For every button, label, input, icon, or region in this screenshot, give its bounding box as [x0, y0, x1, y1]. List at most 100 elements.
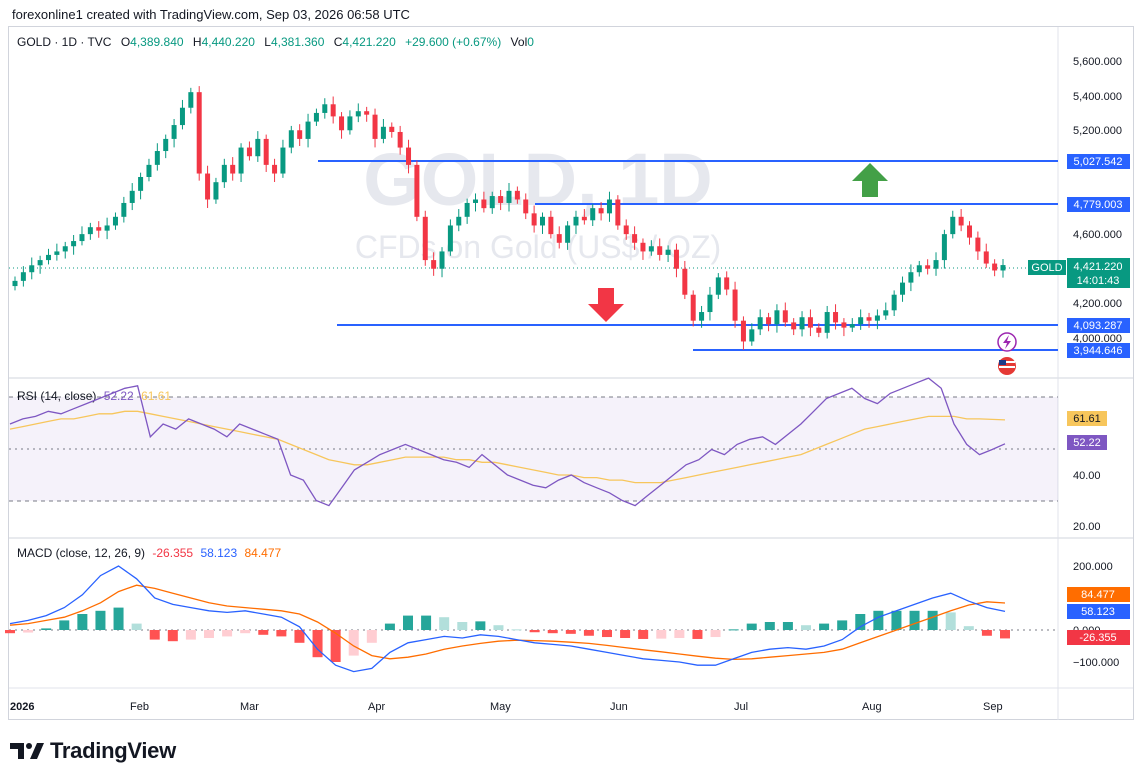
- candle-body: [20, 272, 26, 281]
- macd-histogram-bar: [348, 630, 359, 656]
- candle-body: [447, 225, 453, 252]
- candle-body: [648, 246, 654, 252]
- candle-body: [707, 294, 713, 313]
- price-tick: 5,200.000: [1073, 125, 1122, 137]
- macd-histogram-bar: [873, 610, 884, 630]
- candle-body: [925, 265, 931, 269]
- candle-body: [858, 317, 864, 325]
- candle-body: [983, 251, 989, 264]
- level-tag-3: [1067, 318, 1130, 333]
- green-up-arrow-icon: [852, 163, 888, 197]
- macd-legend-hist: -26.355: [152, 546, 193, 560]
- candle-body: [129, 190, 135, 203]
- time-axis[interactable]: 2026 Feb Mar Apr May Jun Jul Aug Sep: [10, 701, 1003, 713]
- candle-body: [330, 104, 336, 117]
- rsi-tag-text: 52.22: [1073, 437, 1101, 449]
- candle-body: [523, 199, 529, 214]
- price-axis[interactable]: 5,600.000 5,400.000 5,200.000 4,600.000 …: [1073, 56, 1122, 345]
- time-tick: Jun: [610, 701, 628, 713]
- candle-body: [732, 289, 738, 321]
- ohlc-legend: GOLD · 1D · TVC O4,389.840 H4,440.220 L4…: [17, 35, 534, 49]
- candle-body: [874, 315, 880, 321]
- candle-body: [916, 265, 922, 273]
- candle-body: [45, 254, 51, 261]
- horizontal-levels[interactable]: [318, 160, 1058, 351]
- candle-body: [673, 249, 679, 269]
- candle-body: [112, 216, 118, 226]
- macd-hist-tag: [1067, 630, 1130, 645]
- level-tag-2-text: 4,779.003: [1074, 199, 1123, 211]
- legend-close-label: C: [334, 35, 343, 49]
- candle-body: [414, 164, 420, 217]
- macd-histogram-bar: [204, 630, 214, 638]
- macd-histogram-bar: [185, 630, 196, 640]
- candle-body: [866, 317, 872, 321]
- candle-body: [665, 249, 671, 255]
- legend-open: 4,389.840: [130, 35, 184, 49]
- red-down-arrow-icon: [588, 288, 624, 322]
- candle-body: [573, 216, 579, 226]
- candlestick-series: [12, 86, 1006, 350]
- tradingview-logo[interactable]: TradingView: [10, 738, 176, 764]
- price-tick: 5,400.000: [1073, 91, 1122, 103]
- macd-histogram-bar: [620, 630, 631, 638]
- candle-body: [272, 164, 278, 174]
- candle-body: [163, 138, 169, 152]
- candle-body: [364, 111, 370, 115]
- macd-histogram-bar: [421, 615, 432, 630]
- level-tags: 5,027.542 4,779.003 4,093.287 3,944.646: [1067, 154, 1130, 358]
- macd-histogram-bar: [131, 623, 142, 630]
- macd-tick: 200.000: [1073, 561, 1113, 573]
- candle-body: [799, 317, 805, 330]
- countdown-text: 14:01:43: [1077, 275, 1120, 287]
- candle-body: [581, 216, 587, 221]
- lightning-icon[interactable]: [997, 332, 1017, 352]
- candle-body: [71, 241, 77, 247]
- candle-body: [96, 227, 102, 231]
- time-tick: 2026: [10, 701, 34, 713]
- candle-body: [774, 310, 780, 325]
- macd-histogram-bar: [927, 610, 938, 630]
- level-tag-1-text: 5,027.542: [1074, 156, 1123, 168]
- macd-tag: [1067, 604, 1130, 619]
- attribution-text: forexonline1 created with TradingView.co…: [12, 7, 410, 22]
- watermark-subtitle: CFDs on Gold (US$ / OZ): [355, 229, 721, 265]
- macd-histogram-bar: [819, 623, 830, 630]
- candle-body: [406, 147, 412, 165]
- rsi-legend-value: 52.22: [104, 389, 134, 403]
- macd-title: MACD (close, 12, 26, 9): [17, 546, 145, 560]
- svg-text:RSI (14, close) 52.22: RSI (14, close) 52.22 61.61: [17, 389, 171, 403]
- candle-body: [439, 251, 445, 269]
- legend-low-label: L: [264, 35, 271, 49]
- tradingview-logo-icon: [10, 743, 44, 759]
- candle-body: [791, 322, 797, 330]
- legend-high: 4,440.220: [202, 35, 256, 49]
- candle-body: [824, 312, 830, 333]
- candle-body: [891, 294, 897, 311]
- macd-histogram-bar: [5, 630, 15, 634]
- macd-histogram-bar: [222, 630, 233, 637]
- candle-body: [305, 121, 311, 139]
- candle-body: [422, 216, 428, 261]
- candle-body: [900, 282, 906, 295]
- candle-body: [255, 138, 261, 157]
- candle-body: [908, 272, 914, 283]
- us-flag-icon[interactable]: [998, 357, 1016, 375]
- candle-body: [297, 130, 303, 139]
- last-price-text: 4,421.220: [1074, 261, 1123, 273]
- candle-body: [246, 147, 252, 157]
- candle-body: [1000, 265, 1006, 271]
- candle-body: [498, 196, 504, 203]
- candle-body: [464, 202, 470, 217]
- time-tick: Mar: [240, 701, 259, 713]
- macd-histogram-bar: [855, 614, 866, 630]
- macd-histogram-bar: [602, 630, 612, 638]
- candle-body: [992, 263, 998, 271]
- candle-body: [79, 234, 85, 242]
- candle-body: [682, 268, 688, 295]
- macd-histogram-bar: [764, 622, 775, 630]
- legend-symbol: GOLD · 1D · TVC: [17, 35, 112, 49]
- candle-body: [29, 265, 35, 273]
- candle-body: [213, 182, 219, 200]
